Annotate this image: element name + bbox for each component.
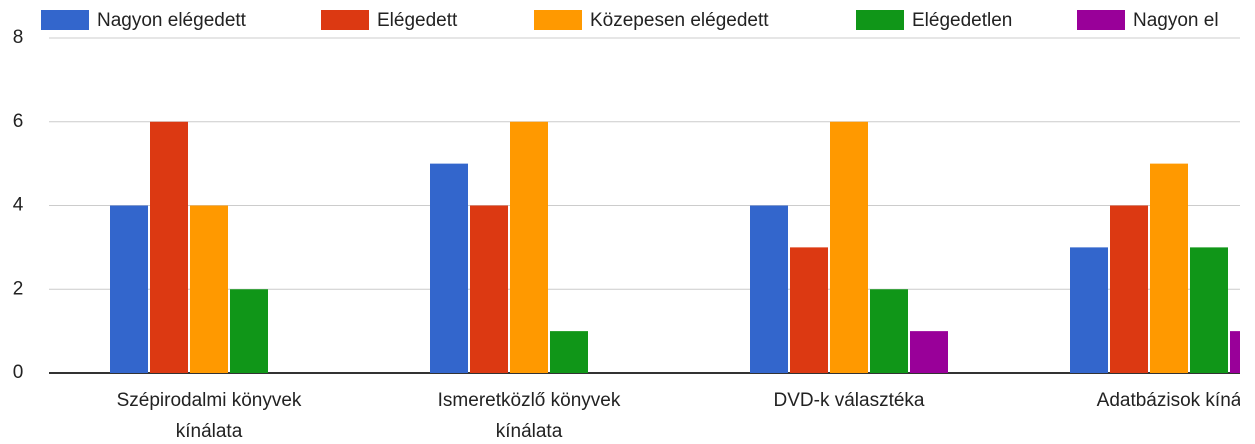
- x-tick-label: DVD-k választéka: [774, 390, 925, 411]
- legend-swatch: [1077, 10, 1125, 30]
- plot: 0 2 4 6 8 Szépirodalmi könyvek kínálata Ismeret…: [13, 10, 1242, 442]
- legend-label: Elégedetlen: [912, 10, 1012, 31]
- legend-label: Közepesen elégedett: [590, 10, 769, 31]
- x-tick-label: Ismeretközlő könyvek kínálata: [438, 390, 621, 442]
- bar: [790, 247, 828, 373]
- legend-swatch: [321, 10, 369, 30]
- x-tick-label: Adatbázisok kíná: [1097, 390, 1242, 411]
- legend-swatch: [41, 10, 89, 30]
- bar: [830, 121, 868, 373]
- legend-label: Elégedett: [377, 10, 458, 31]
- bar: [750, 205, 788, 373]
- bar: [1150, 163, 1188, 373]
- y-tick-label: 8: [13, 27, 24, 48]
- bar: [1070, 247, 1108, 373]
- bar: [190, 205, 228, 373]
- bar: [870, 289, 908, 373]
- legend-label: Nagyon el: [1133, 10, 1219, 31]
- y-tick-label: 6: [13, 111, 24, 132]
- bar: [550, 331, 588, 373]
- y-tick-label: 4: [13, 195, 24, 216]
- y-tick-label: 2: [13, 278, 24, 299]
- bar: [910, 331, 948, 373]
- bar: [1230, 331, 1240, 373]
- bar: [470, 205, 508, 373]
- legend-swatch: [534, 10, 582, 30]
- bar: [510, 121, 548, 373]
- bar: [1110, 205, 1148, 373]
- bar: [150, 121, 188, 373]
- y-tick-label: 0: [13, 362, 24, 383]
- bar: [110, 205, 148, 373]
- legend-swatch: [856, 10, 904, 30]
- bar: [1190, 247, 1228, 373]
- bar: [430, 163, 468, 373]
- bar: [230, 289, 268, 373]
- legend-label: Nagyon elégedett: [97, 10, 247, 31]
- x-tick-label: Szépirodalmi könyvek kínálata: [117, 390, 302, 442]
